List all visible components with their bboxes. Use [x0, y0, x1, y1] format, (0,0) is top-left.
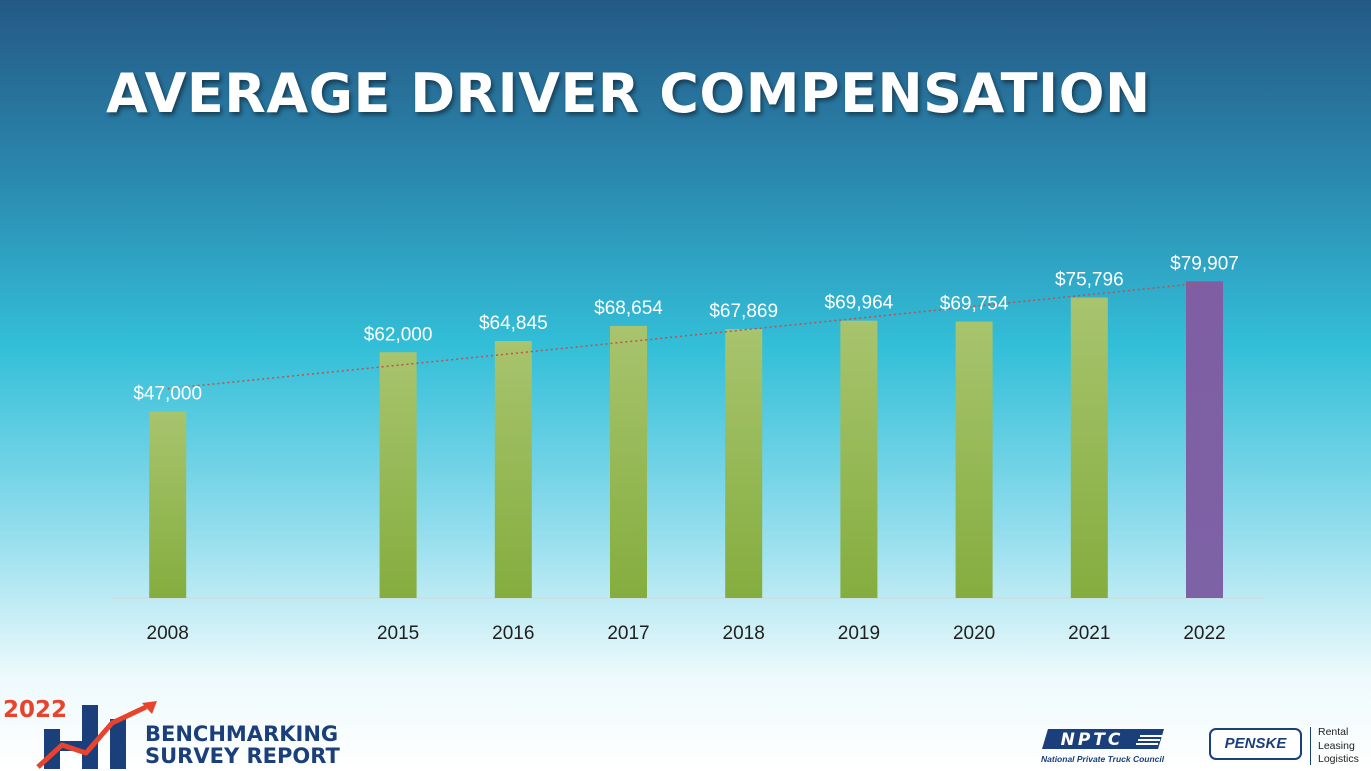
- report-name: BENCHMARKING SURVEY REPORT: [145, 723, 340, 767]
- x-tick-label-2020: 2020: [953, 623, 995, 644]
- slide-title: AVERAGE DRIVER COMPENSATION: [106, 62, 1151, 125]
- penske-service-logistics: Logistics: [1318, 753, 1359, 765]
- report-year: 2022: [3, 697, 68, 723]
- bar-2020: [955, 321, 993, 598]
- nptc-logo: NPTC: [1042, 729, 1164, 750]
- penske-logo: PENSKE: [1209, 728, 1302, 760]
- value-label-2017: $68,654: [594, 298, 663, 319]
- benchmarking-chart-icon: [36, 701, 157, 769]
- value-label-2008: $47,000: [133, 384, 202, 405]
- bar-2015: [379, 352, 417, 598]
- bar-2008: [149, 411, 187, 598]
- x-tick-label-2018: 2018: [723, 623, 765, 644]
- x-tick-label-2021: 2021: [1068, 623, 1110, 644]
- bar-2017: [610, 325, 647, 598]
- value-label-2020: $69,754: [940, 294, 1009, 315]
- bar-2019: [840, 320, 878, 598]
- penske-service-rental: Rental: [1318, 726, 1349, 738]
- report-name-line1: BENCHMARKING: [145, 722, 339, 746]
- trendline: [167, 282, 1205, 390]
- value-label-2015: $62,000: [364, 324, 433, 345]
- value-label-2021: $75,796: [1055, 270, 1124, 291]
- x-tick-label-2019: 2019: [838, 623, 880, 644]
- svg-text:NPTC: NPTC: [1061, 730, 1124, 750]
- bar-2016: [494, 340, 532, 598]
- value-label-2022: $79,907: [1170, 253, 1239, 274]
- value-label-2016: $64,845: [479, 313, 548, 334]
- value-label-2018: $67,869: [709, 301, 778, 322]
- x-tick-label-2022: 2022: [1183, 623, 1225, 644]
- bar-2021: [1070, 297, 1108, 598]
- x-tick-label-2008: 2008: [147, 623, 189, 644]
- benchmarking-logo: 2022 BENCHMARKING SURVEY REPORT: [0, 697, 370, 771]
- penske-logo-text: PENSKE: [1224, 735, 1287, 752]
- value-label-2019: $69,964: [825, 293, 894, 314]
- bar-chart: $47,000 $62,000 $64,845 $68,654 $67,869 $69,9…: [112, 253, 1264, 644]
- x-tick-label-2015: 2015: [377, 623, 419, 644]
- bar-2022: [1186, 281, 1223, 598]
- penske-service-leasing: Leasing: [1318, 739, 1355, 752]
- report-name-line2: SURVEY REPORT: [145, 744, 340, 768]
- bar-2018: [725, 328, 763, 598]
- x-tick-label-2017: 2017: [607, 623, 649, 644]
- x-tick-label-2016: 2016: [492, 623, 534, 644]
- penske-divider: [1310, 727, 1311, 765]
- penske-services: Rental Leasing Logistics: [1318, 726, 1359, 767]
- nptc-tagline: National Private Truck Council: [1041, 754, 1165, 764]
